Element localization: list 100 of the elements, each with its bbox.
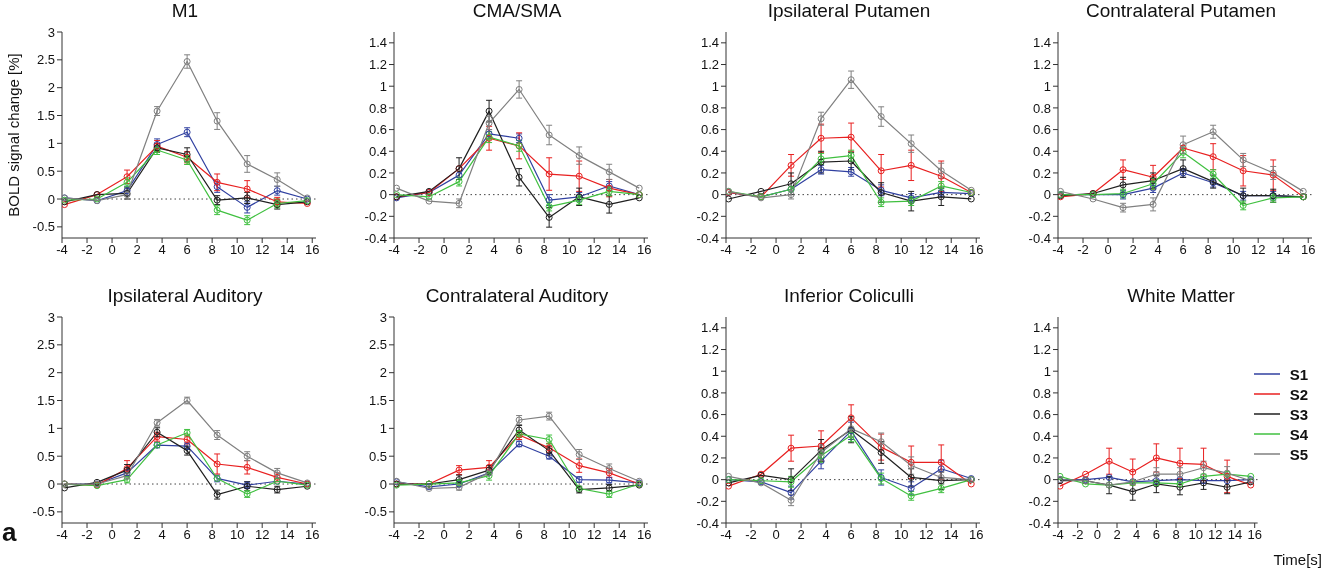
- x-tick-label: 4: [158, 242, 166, 258]
- x-tick-label: 14: [279, 242, 295, 258]
- x-tick-label: 2: [797, 242, 805, 258]
- y-tick-label: -0.4: [1028, 515, 1051, 531]
- x-tick-label: 14: [279, 527, 295, 543]
- y-tick-label: 0.8: [700, 100, 719, 116]
- x-tick-label: 16: [969, 527, 984, 543]
- x-tick-label: 8: [540, 527, 548, 543]
- x-tick-label: 6: [1152, 527, 1160, 543]
- chart-title: White Matter: [1126, 285, 1236, 308]
- x-tick-label: 12: [918, 527, 934, 543]
- x-tick-label: 12: [254, 242, 270, 258]
- y-tick-label: -0.4: [1028, 230, 1051, 246]
- y-tick-label: 0.5: [36, 448, 55, 464]
- y-tick-label: 0.6: [1032, 407, 1051, 423]
- x-tick-label: 6: [183, 527, 191, 543]
- y-tick-label: 1: [379, 420, 387, 436]
- x-tick-label: 0: [440, 527, 448, 543]
- legend-label: S5: [1289, 445, 1308, 463]
- x-tick-label: 16: [305, 527, 320, 543]
- x-tick-label: 8: [1172, 527, 1180, 543]
- y-tick-label: 1.5: [36, 108, 55, 124]
- x-tick-label: -2: [81, 527, 93, 543]
- x-tick-label: 8: [208, 527, 216, 543]
- y-tick-label: 1.5: [368, 393, 387, 409]
- y-tick-label: 3: [379, 309, 387, 325]
- x-axis-title: Time[s]: [1273, 551, 1322, 568]
- y-tick-label: -0.5: [32, 504, 55, 520]
- y-tick-label: 1.2: [1032, 342, 1051, 358]
- y-tick-label: 2.5: [36, 337, 55, 353]
- y-tick-label: 0: [379, 187, 387, 203]
- x-tick-label: 0: [772, 527, 780, 543]
- x-tick-label: -4: [388, 242, 400, 258]
- chart-title: Ipsilateral Putamen: [766, 0, 932, 23]
- x-tick-label: 4: [158, 527, 166, 543]
- x-tick-label: 0: [772, 242, 780, 258]
- y-tick-label: 1: [711, 78, 719, 94]
- x-tick-label: -4: [56, 527, 68, 543]
- chart-title: Contralateral Auditory: [424, 285, 610, 308]
- y-axis-title: BOLD signal change [%]: [5, 53, 23, 217]
- y-tick-label: 0.6: [700, 407, 719, 423]
- y-tick-label: 0.6: [700, 122, 719, 138]
- y-tick-label: 0.4: [1032, 143, 1051, 159]
- x-tick-label: 12: [918, 242, 934, 258]
- y-tick-label: 0: [1043, 472, 1051, 488]
- chart-title: Ipsilateral Auditory: [106, 285, 264, 308]
- x-tick-label: 14: [1275, 242, 1291, 258]
- y-tick-label: -0.2: [1028, 493, 1051, 509]
- legend-label: S1: [1289, 365, 1308, 383]
- y-tick-label: 0: [711, 187, 719, 203]
- chart-title: M1: [170, 0, 200, 23]
- y-tick-label: 0.2: [700, 165, 719, 181]
- x-tick-label: -2: [413, 242, 425, 258]
- x-tick-label: 0: [108, 242, 116, 258]
- x-tick-label: -2: [745, 527, 757, 543]
- legend-label: S2: [1289, 385, 1308, 403]
- y-tick-label: 1.2: [700, 57, 719, 73]
- x-tick-label: 2: [133, 527, 141, 543]
- x-tick-label: 12: [254, 527, 270, 543]
- y-tick-label: 1: [1043, 78, 1051, 94]
- y-tick-label: 0.8: [368, 100, 387, 116]
- y-tick-label: 0.2: [700, 450, 719, 466]
- x-tick-label: 2: [1113, 527, 1121, 543]
- x-tick-label: -4: [1052, 527, 1064, 543]
- y-tick-label: 1.4: [700, 320, 719, 336]
- y-tick-label: 0.4: [700, 428, 719, 444]
- x-tick-label: 14: [943, 242, 959, 258]
- y-tick-label: -0.4: [696, 230, 719, 246]
- x-tick-label: 2: [1129, 242, 1137, 258]
- text: a: [2, 517, 17, 548]
- x-tick-label: 2: [133, 242, 141, 258]
- y-tick-label: 0.5: [368, 448, 387, 464]
- x-tick-label: 14: [611, 242, 627, 258]
- y-tick-label: 2.5: [36, 52, 55, 68]
- x-tick-label: 16: [1301, 242, 1316, 258]
- y-tick-label: 3: [47, 24, 55, 40]
- x-tick-label: 16: [1247, 527, 1262, 543]
- y-tick-label: 1.2: [368, 57, 387, 73]
- y-tick-label: 1.4: [1032, 320, 1051, 336]
- y-tick-label: 0.4: [700, 143, 719, 159]
- x-tick-label: -2: [745, 242, 757, 258]
- x-tick-label: 8: [872, 527, 880, 543]
- x-tick-label: 10: [893, 242, 909, 258]
- y-tick-label: 1.2: [1032, 57, 1051, 73]
- y-tick-label: -0.2: [1028, 208, 1051, 224]
- chart-title: Contralateral Putamen: [1084, 0, 1278, 23]
- x-tick-label: 4: [1133, 527, 1141, 543]
- legend-label: S4: [1289, 425, 1308, 443]
- x-tick-label: -4: [1052, 242, 1064, 258]
- x-tick-label: 10: [561, 527, 577, 543]
- y-tick-label: -0.4: [364, 230, 387, 246]
- x-tick-label: 12: [1250, 242, 1266, 258]
- y-tick-label: 2: [47, 80, 55, 96]
- x-tick-label: 2: [797, 527, 805, 543]
- y-tick-label: 1.4: [700, 35, 719, 51]
- chart-title: Inferior Coliculli: [783, 285, 915, 308]
- y-tick-label: -0.5: [32, 219, 55, 235]
- y-tick-label: -0.2: [364, 208, 387, 224]
- y-tick-label: -0.5: [364, 504, 387, 520]
- y-tick-label: 1: [47, 420, 55, 436]
